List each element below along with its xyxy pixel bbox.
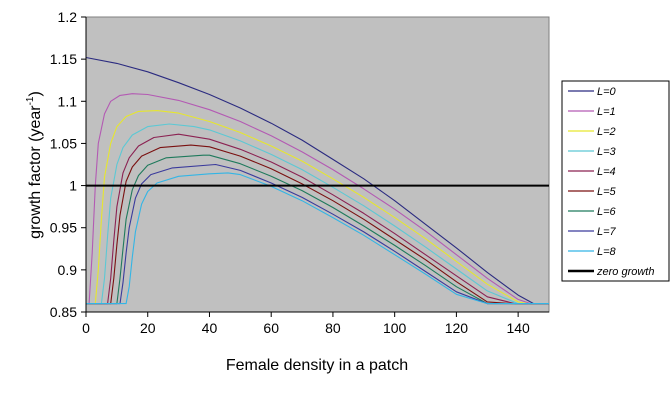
legend-label: L=4 [597,166,616,178]
y-tick-label: 1 [69,178,77,194]
y-tick-label: 0.9 [58,262,78,278]
y-tick-label: 1.1 [58,93,78,109]
legend-label: L=2 [597,126,616,138]
y-tick-label: 1.05 [50,135,77,151]
y-tick-label: 1.2 [58,9,78,25]
legend-label: L=6 [597,206,617,218]
legend-label: L=0 [597,86,617,98]
y-ticks: 0.85 0.9 0.95 1 1.05 1.1 1.15 1.2 [50,9,86,320]
series-line-8 [86,172,549,305]
x-tick-label: 60 [263,320,279,336]
legend-items: L=0 L=1 L=2 L=3 L=4 L=5 L=6 L=7 L=8 zero growth [568,86,654,278]
y-tick-label: 0.95 [50,220,77,236]
y-tick-label: 1.15 [50,51,77,67]
x-tick-label: 100 [383,320,407,336]
y-axis-title-superscript: -1 [25,96,36,105]
y-axis-title: growth factor (year-1) [25,91,44,239]
series-layer [85,56,549,305]
x-tick-label: 140 [506,320,530,336]
x-tick-label: 120 [445,320,469,336]
series-line-0 [85,56,549,305]
x-ticks: 0 20 40 60 80 100 120 140 [82,312,530,336]
legend: L=0 L=1 L=2 L=3 L=4 L=5 L=6 L=7 L=8 zero growth [561,80,670,282]
legend-label: zero growth [596,266,654,278]
x-axis-title: Female density in a patch [226,357,408,374]
series-line-3 [86,123,549,305]
legend-box [561,80,670,282]
legend-label: L=3 [597,146,617,158]
x-tick-label: 40 [202,320,218,336]
x-tick-label: 0 [82,320,90,336]
y-axis-title-close: ) [27,91,44,96]
legend-label: L=5 [597,186,617,198]
legend-label: L=1 [597,106,616,118]
legend-label: L=8 [597,246,617,258]
series-line-4 [86,133,549,305]
series-line-1 [86,93,549,305]
series-line-6 [86,154,549,305]
y-axis-title-main: growth factor (year [27,105,44,239]
y-tick-label: 0.85 [50,304,77,320]
x-tick-label: 20 [140,320,156,336]
plot-area [85,16,550,313]
series-line-7 [86,163,549,305]
series-line-2 [86,110,549,305]
x-tick-label: 80 [325,320,341,336]
legend-label: L=7 [597,226,617,238]
series-line-5 [86,144,549,305]
